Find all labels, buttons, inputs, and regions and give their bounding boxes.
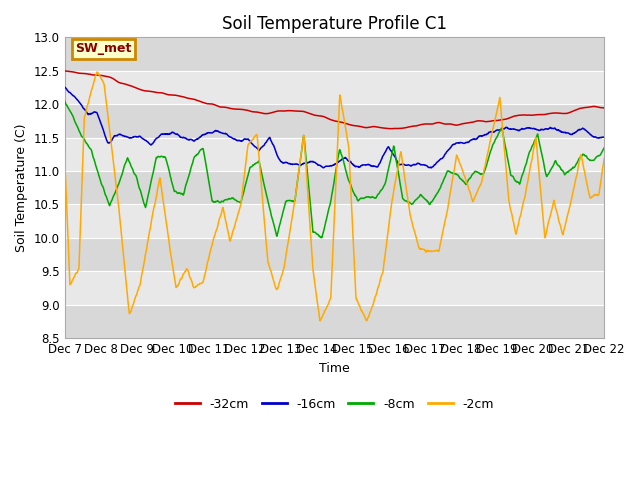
Bar	[65, 171, 604, 204]
Bar	[65, 104, 604, 138]
Bar	[65, 305, 604, 338]
X-axis label: Time: Time	[319, 361, 350, 374]
Legend: -32cm, -16cm, -8cm, -2cm: -32cm, -16cm, -8cm, -2cm	[170, 393, 499, 416]
Bar	[65, 238, 604, 271]
Y-axis label: Soil Temperature (C): Soil Temperature (C)	[15, 123, 28, 252]
Text: SW_met: SW_met	[76, 42, 132, 55]
Bar	[65, 37, 604, 71]
Title: Soil Temperature Profile C1: Soil Temperature Profile C1	[222, 15, 447, 33]
